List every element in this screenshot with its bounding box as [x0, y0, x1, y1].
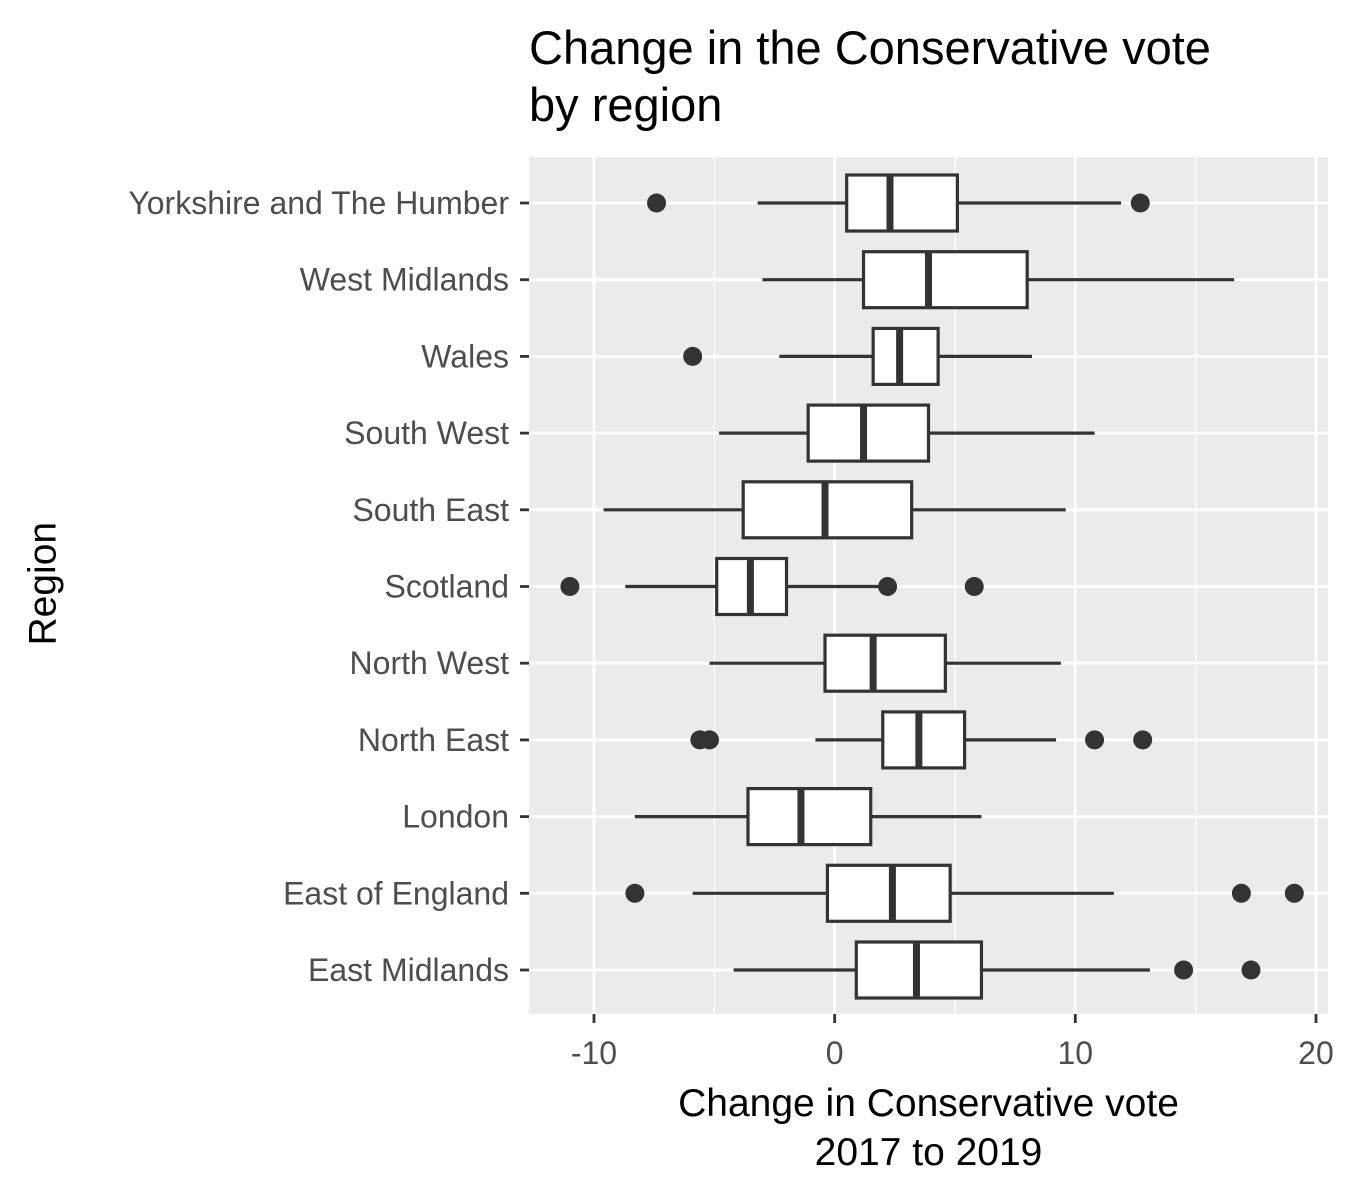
outlier-point: [1174, 960, 1194, 980]
outlier-point: [878, 577, 898, 596]
y-tick-label: London: [402, 799, 509, 835]
y-tick-label: East Midlands: [308, 952, 509, 988]
chart-title-line-1: Change in the Conservative vote: [529, 21, 1211, 74]
outlier-point: [625, 883, 645, 903]
outlier-point: [1284, 883, 1304, 903]
y-tick-label: South West: [344, 415, 509, 451]
x-axis-label-line-2: 2017 to 2019: [814, 1131, 1043, 1174]
box: [806, 403, 931, 463]
outlier-point: [647, 193, 667, 213]
y-axis: Yorkshire and The Humber West Midlands Wal…: [128, 185, 529, 988]
x-axis-label-line-1: Change in Conservative vote: [678, 1082, 1179, 1125]
box: [845, 173, 959, 233]
outlier-point: [964, 577, 984, 596]
outlier-point: [1133, 730, 1153, 750]
outlier-point: [560, 577, 580, 596]
box: [746, 786, 873, 847]
outlier-point: [683, 346, 703, 366]
outlier-point: [1085, 730, 1105, 750]
boxes: [560, 173, 1304, 1000]
y-axis-label: Region: [21, 521, 65, 646]
x-tick-label: 0: [826, 1035, 844, 1071]
outlier-point: [1130, 193, 1150, 213]
y-tick-label: West Midlands: [300, 262, 509, 298]
outlier-point: [699, 730, 719, 750]
x-axis: -10 0 10 20: [571, 1014, 1334, 1071]
outlier-point: [1241, 960, 1261, 980]
y-tick-label: North West: [350, 645, 510, 681]
y-tick-label: South East: [352, 492, 509, 528]
chart-title-line-2: by region: [529, 78, 723, 131]
box: [861, 250, 1029, 310]
x-tick-label: 20: [1298, 1035, 1334, 1071]
y-tick-label: East of England: [283, 875, 509, 911]
box: [871, 326, 940, 386]
box: [823, 633, 947, 693]
box: [881, 710, 967, 770]
outlier-point: [1231, 883, 1251, 903]
box: [825, 863, 952, 923]
y-tick-label: Wales: [421, 338, 509, 374]
y-tick-label: Scotland: [384, 569, 509, 605]
y-tick-label: Yorkshire and The Humber: [128, 185, 509, 221]
x-tick-label: 10: [1058, 1035, 1094, 1071]
x-tick-label: -10: [571, 1035, 617, 1071]
y-tick-label: North East: [358, 722, 509, 758]
